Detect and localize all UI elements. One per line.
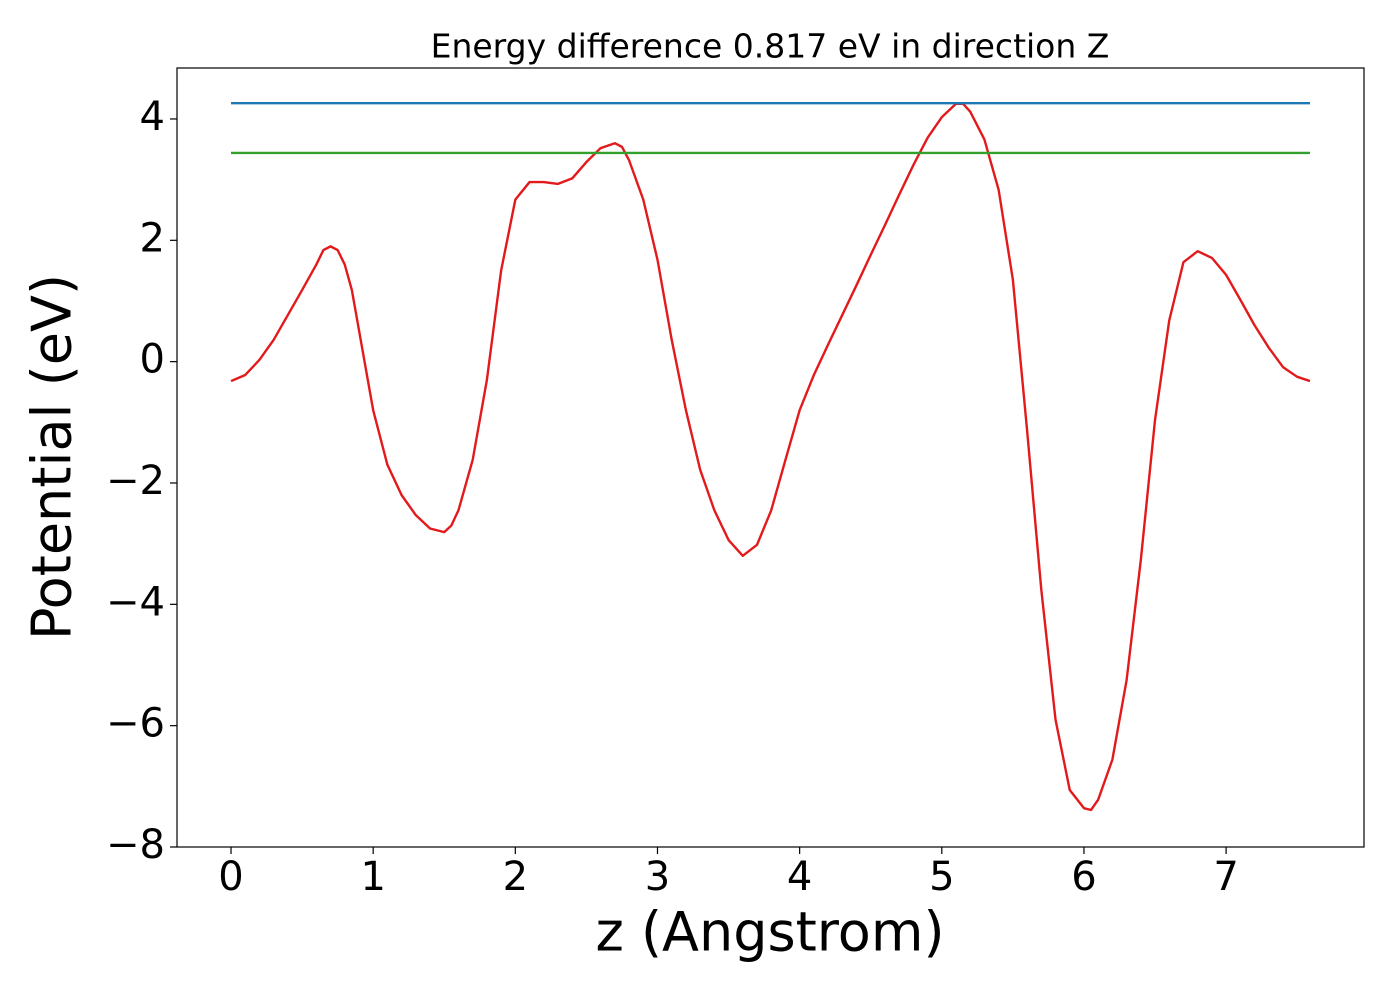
y-tick-label: 4 <box>140 94 165 140</box>
line <box>230 102 1311 812</box>
x-tick-label: 6 <box>1071 854 1096 900</box>
y-tick-label: −4 <box>106 579 165 625</box>
x-tick-label: 2 <box>503 854 528 900</box>
y-tick-label: 2 <box>140 215 165 261</box>
x-tick-label: 4 <box>787 854 812 900</box>
y-tick-label: −8 <box>106 822 165 868</box>
x-tick-label: 0 <box>218 854 243 900</box>
x-axis-label: z (Angstrom) <box>595 901 944 964</box>
x-tick-label: 7 <box>1213 854 1238 900</box>
chart-title: Energy difference 0.817 eV in direction … <box>431 27 1110 66</box>
plot-frame <box>176 67 1365 848</box>
x-tick-label: 5 <box>929 854 954 900</box>
y-tick-label: −6 <box>106 701 165 747</box>
x-tick-label: 1 <box>360 854 385 900</box>
x-tick-label: 3 <box>645 854 670 900</box>
y-tick-label: 0 <box>140 337 165 383</box>
y-axis-label: Potential (eV) <box>21 274 84 640</box>
y-tick-label: −2 <box>106 458 165 504</box>
